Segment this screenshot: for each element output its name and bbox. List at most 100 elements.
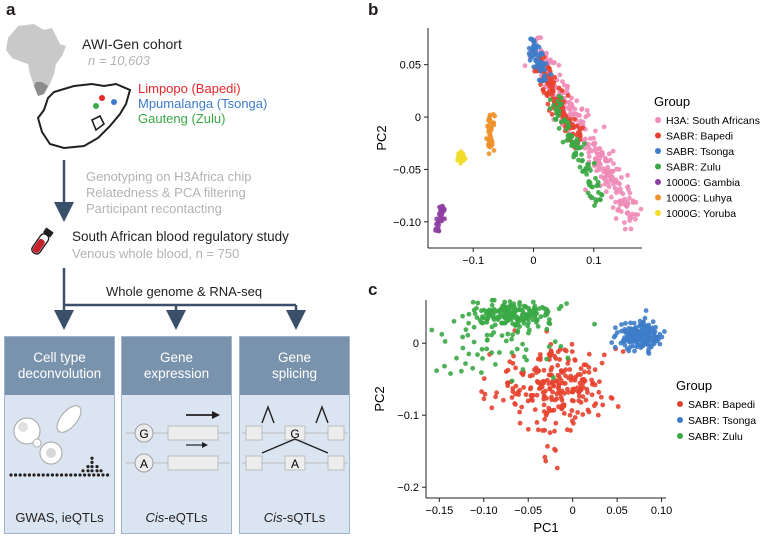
scatter-point <box>513 365 518 371</box>
scatter-point <box>611 161 616 167</box>
dot-mark <box>41 473 45 477</box>
sequencing-label: Whole genome & RNA-seq <box>106 284 263 299</box>
scatter-point <box>610 148 616 154</box>
scatter-point <box>608 173 613 179</box>
scatter-point <box>520 367 526 372</box>
scatter-point <box>622 342 628 348</box>
dot-mark <box>90 469 94 473</box>
scatter-point <box>519 307 525 313</box>
scatter-point <box>598 150 604 156</box>
scatter-point <box>653 324 658 330</box>
dot-mark <box>92 473 96 477</box>
scatter-point <box>479 308 484 314</box>
scatter-point <box>503 369 509 374</box>
legend-entry: 1000G: Gambia <box>666 177 740 189</box>
scatter-point <box>613 325 618 331</box>
scatter-point <box>570 113 575 118</box>
scatter-point <box>638 206 644 212</box>
scatter-point <box>489 302 495 308</box>
scatter-point <box>549 365 555 370</box>
scatter-point <box>601 352 607 358</box>
scatter-point <box>523 347 529 353</box>
scatter-point <box>586 179 592 184</box>
scatter-point <box>615 404 621 409</box>
scatter-point <box>617 186 623 192</box>
dot-mark <box>101 473 105 477</box>
scatter-point <box>611 334 617 340</box>
scatter-point <box>507 359 513 365</box>
scatter-point <box>521 385 526 390</box>
scatter-point <box>507 299 513 305</box>
scatter-point <box>572 415 578 420</box>
box-cell-type-title-1: Cell type <box>33 350 86 365</box>
y-tick-label: 0.05 <box>400 60 421 72</box>
scatter-point <box>530 45 536 51</box>
scatter-point <box>610 205 616 211</box>
scatter-point <box>543 412 549 418</box>
x-tick-label: −0.05 <box>514 505 542 517</box>
scatter-point <box>594 183 600 189</box>
scatter-point <box>526 330 531 336</box>
scatter-point <box>577 113 582 118</box>
scatter-point <box>618 209 624 214</box>
dot-mark <box>23 473 27 477</box>
scatter-point <box>532 311 538 317</box>
scatter-point <box>544 50 549 56</box>
scatter-point <box>491 297 497 303</box>
scatter-point <box>539 51 545 57</box>
dot-mark <box>55 473 59 477</box>
scatter-point <box>620 338 626 343</box>
scatter-point <box>538 82 543 87</box>
legend-title: Group <box>676 378 712 393</box>
scatter-point <box>569 341 575 347</box>
scatter-point <box>654 338 660 344</box>
dot-mark <box>96 473 100 477</box>
scatter-point <box>612 344 618 350</box>
scatter-point <box>556 62 562 68</box>
scatter-point <box>455 157 460 163</box>
dot-mark <box>37 473 41 477</box>
scatter-point <box>565 93 571 98</box>
scatter-point <box>530 299 536 305</box>
scatter-point <box>540 60 546 66</box>
legend-entry: H3A: South Africans <box>666 115 760 127</box>
scatter-point <box>471 307 477 313</box>
scatter-point <box>448 371 453 376</box>
scatter-point <box>523 304 529 310</box>
scatter-point <box>647 331 653 337</box>
dot-mark <box>64 473 68 477</box>
dot-mark <box>78 473 82 477</box>
scatter-point <box>553 448 558 453</box>
scatter-point <box>542 454 548 460</box>
scatter-point <box>586 351 592 357</box>
scatter-point <box>630 200 636 205</box>
dot-mark <box>18 473 22 477</box>
scatter-point <box>560 402 566 408</box>
box-cell-type-header: Cell type deconvolution <box>5 337 114 395</box>
scatter-point <box>585 407 591 413</box>
dot-mark <box>86 469 90 473</box>
scatter-point <box>538 35 543 41</box>
allele-a-splice: A <box>291 457 299 471</box>
legend-entry: SABR: Tsonga <box>688 415 756 427</box>
x-axis-label: PC1 <box>533 520 558 535</box>
box-gene-splicing: Gene splicing G A Cis-sQTLs <box>239 336 350 534</box>
scatter-point <box>522 314 528 320</box>
scatter-point <box>435 227 441 233</box>
allele-g-splice: G <box>290 427 299 441</box>
scatter-point <box>480 356 485 361</box>
scatter-point <box>480 315 486 321</box>
scatter-point <box>574 132 580 138</box>
scatter-point <box>522 63 528 69</box>
scatter-point <box>546 344 552 350</box>
scatter-point <box>621 201 627 207</box>
scatter-point <box>533 58 539 64</box>
scatter-point <box>556 385 561 391</box>
scatter-point <box>542 427 548 433</box>
dot-mark <box>69 473 73 477</box>
scatter-point <box>606 184 612 190</box>
scatter-point <box>480 320 486 326</box>
scatter-point <box>463 327 469 332</box>
scatter-point <box>466 351 472 357</box>
scatter-point <box>484 346 490 352</box>
